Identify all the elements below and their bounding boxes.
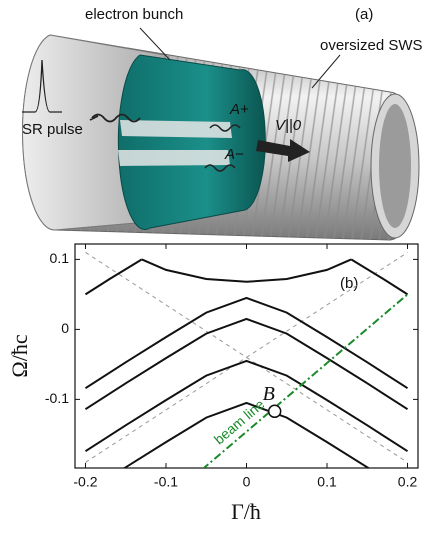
x-tick-label: -0.2 <box>73 474 97 490</box>
chart: (b) Γ/ħ Ω/ħc -0.2 -0.1 0 0.1 0.2 -0.1 0 0.1 beam… <box>7 243 419 524</box>
label: A+ <box>229 101 249 118</box>
annotation: B <box>263 383 275 405</box>
y-tick-label: -0.1 <box>45 390 69 406</box>
curve <box>84 317 409 411</box>
label: electron bunch <box>85 6 183 23</box>
curve <box>84 296 409 390</box>
x-tick-label: 0 <box>243 474 251 490</box>
point-marker <box>267 404 282 419</box>
curve <box>122 401 371 468</box>
y-tick-label: 0 <box>61 320 69 336</box>
panel-label: (b) <box>340 275 358 292</box>
tube-bore <box>379 104 411 228</box>
plot-frame <box>74 243 419 469</box>
pulse-shape <box>22 59 62 113</box>
curve <box>85 251 408 463</box>
y-axis-label: Ω/ħc <box>7 334 32 377</box>
bunch-slot <box>120 120 232 138</box>
electron-bunch <box>117 54 266 231</box>
sr-wave <box>89 113 141 123</box>
x-tick-label: -0.1 <box>154 474 178 490</box>
curve <box>141 258 352 283</box>
wave <box>209 124 241 132</box>
y-tick-label: 0.1 <box>50 250 70 266</box>
panel-label: (a) <box>355 6 373 23</box>
label: oversized SWS <box>320 37 423 54</box>
illustration: electron bunch (a) oversized SWS SR puls… <box>22 6 423 241</box>
leader <box>311 54 341 89</box>
x-axis-label: Γ/ħ <box>231 499 261 524</box>
label: V||0 <box>275 117 302 134</box>
velocity-arrow <box>256 139 310 162</box>
curve <box>84 258 409 296</box>
bunch-slot <box>118 150 230 166</box>
plot-area <box>84 251 409 468</box>
label: A− <box>224 146 244 163</box>
curve <box>202 293 409 468</box>
x-tick-label: 0.2 <box>398 474 418 490</box>
wave <box>204 164 236 172</box>
curve <box>84 359 409 453</box>
x-tick-label: 0.1 <box>317 474 337 490</box>
annotation: beam line <box>211 396 268 448</box>
leader <box>139 27 171 61</box>
label: SR pulse <box>22 121 83 138</box>
